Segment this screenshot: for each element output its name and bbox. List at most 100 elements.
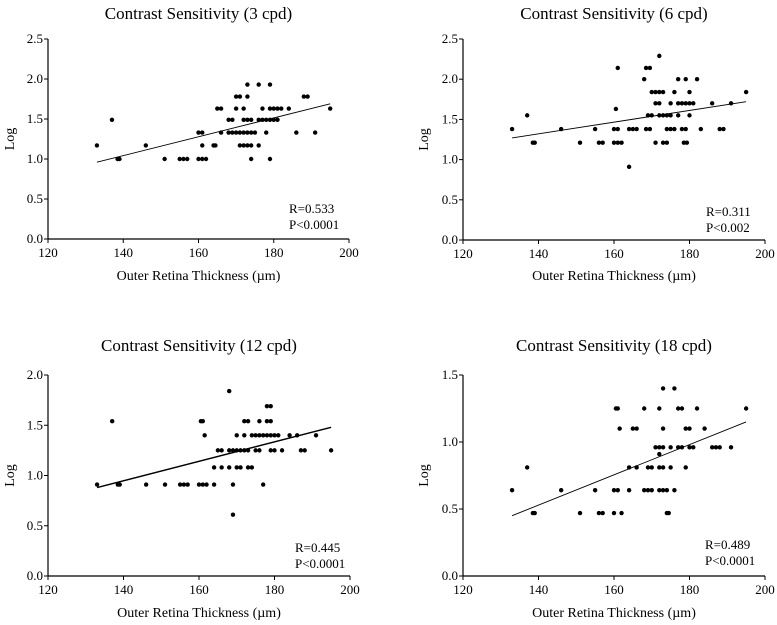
data-point bbox=[683, 465, 688, 470]
data-point bbox=[660, 465, 666, 470]
data-point bbox=[668, 465, 673, 470]
data-point bbox=[252, 130, 258, 135]
data-point bbox=[660, 113, 666, 118]
data-point bbox=[721, 126, 726, 132]
data-point bbox=[694, 77, 700, 82]
data-point bbox=[294, 433, 300, 438]
regression-line bbox=[512, 101, 747, 139]
data-point bbox=[301, 94, 307, 99]
data-point bbox=[709, 101, 715, 106]
data-point bbox=[245, 130, 250, 135]
r-value: R=0.311 bbox=[706, 204, 751, 219]
x-tick-label: 200 bbox=[755, 582, 775, 597]
data-point bbox=[611, 488, 617, 493]
x-tick-label: 140 bbox=[529, 582, 549, 597]
data-point bbox=[660, 89, 666, 95]
data-point bbox=[257, 448, 262, 453]
data-point bbox=[287, 433, 292, 438]
data-point bbox=[664, 488, 670, 493]
data-point bbox=[577, 510, 583, 516]
data-point bbox=[230, 130, 235, 135]
x-tick-label: 180 bbox=[264, 245, 284, 260]
data-point bbox=[577, 140, 583, 145]
y-tick-label: 1.5 bbox=[27, 111, 43, 126]
data-point bbox=[248, 130, 254, 135]
data-point bbox=[237, 130, 243, 135]
data-point bbox=[256, 143, 261, 148]
y-tick-label: 2.5 bbox=[442, 31, 458, 46]
data-point bbox=[643, 65, 649, 71]
r-value: R=0.533 bbox=[289, 201, 334, 216]
data-point bbox=[233, 106, 239, 111]
x-tick-label: 140 bbox=[114, 245, 134, 260]
data-point bbox=[286, 106, 291, 111]
data-point bbox=[532, 140, 537, 145]
data-point bbox=[253, 433, 258, 438]
data-point bbox=[245, 82, 250, 87]
data-point bbox=[219, 465, 224, 470]
data-point bbox=[271, 106, 276, 111]
data-point bbox=[691, 101, 696, 106]
data-point bbox=[253, 448, 258, 453]
data-point bbox=[245, 448, 251, 453]
data-point bbox=[615, 126, 620, 132]
data-point bbox=[649, 488, 654, 493]
data-point bbox=[626, 164, 632, 170]
data-point bbox=[215, 448, 221, 453]
data-point bbox=[94, 482, 100, 487]
data-point bbox=[687, 113, 692, 118]
y-tick-label: 1.5 bbox=[442, 111, 458, 126]
data-point bbox=[683, 426, 688, 431]
y-tick-label: 1.0 bbox=[442, 434, 458, 449]
r-value: R=0.489 bbox=[705, 537, 750, 552]
y-tick-label: 0.5 bbox=[27, 191, 43, 206]
data-point bbox=[664, 113, 670, 118]
data-point bbox=[196, 482, 202, 487]
data-point bbox=[272, 433, 277, 438]
data-point bbox=[613, 106, 619, 112]
data-point bbox=[298, 448, 304, 453]
data-point bbox=[657, 406, 662, 411]
x-tick-label: 120 bbox=[38, 582, 58, 597]
data-point bbox=[256, 82, 261, 87]
data-point bbox=[211, 482, 217, 487]
x-axis-label: Outer Retina Thickness (µm) bbox=[117, 606, 281, 621]
y-tick-label: 2.0 bbox=[27, 367, 43, 382]
data-point bbox=[203, 156, 209, 162]
data-point bbox=[657, 53, 662, 59]
data-point bbox=[687, 426, 692, 431]
chart-panel-1: Contrast Sensitivity (6 cpd) 120 140 160 180… bbox=[417, 4, 775, 284]
y-tick-label: 0.0 bbox=[27, 231, 43, 246]
data-point bbox=[691, 445, 696, 450]
data-point bbox=[200, 143, 205, 148]
data-point bbox=[617, 426, 622, 431]
chart-panel-2: Contrast Sensitivity (12 cpd) 120 140 160 18… bbox=[3, 336, 360, 621]
data-point bbox=[234, 465, 239, 470]
chart-title: Contrast Sensitivity (18 cpd) bbox=[516, 336, 712, 355]
data-point bbox=[615, 140, 620, 145]
data-point bbox=[647, 65, 653, 71]
data-point bbox=[717, 126, 722, 132]
data-point bbox=[642, 488, 647, 493]
data-point bbox=[660, 445, 666, 450]
data-point bbox=[668, 445, 673, 450]
x-tick-label: 160 bbox=[604, 582, 624, 597]
chart-title: Contrast Sensitivity (3 cpd) bbox=[105, 4, 292, 23]
data-point bbox=[626, 126, 632, 132]
data-point bbox=[264, 117, 269, 123]
data-point bbox=[653, 445, 658, 450]
data-point bbox=[211, 465, 217, 470]
y-tick-label: 1.0 bbox=[27, 468, 43, 483]
chart-panel-3: Contrast Sensitivity (18 cpd) 120 140 160 18… bbox=[417, 336, 775, 621]
data-point bbox=[215, 106, 220, 111]
data-point bbox=[230, 117, 235, 123]
data-point bbox=[117, 156, 122, 162]
x-tick-label: 180 bbox=[680, 246, 700, 261]
data-point bbox=[642, 77, 647, 82]
data-point bbox=[657, 488, 662, 493]
data-point bbox=[204, 482, 209, 487]
data-point bbox=[645, 465, 651, 470]
data-point bbox=[626, 465, 632, 470]
y-tick-label: 0.0 bbox=[27, 568, 43, 583]
data-point bbox=[592, 126, 598, 132]
